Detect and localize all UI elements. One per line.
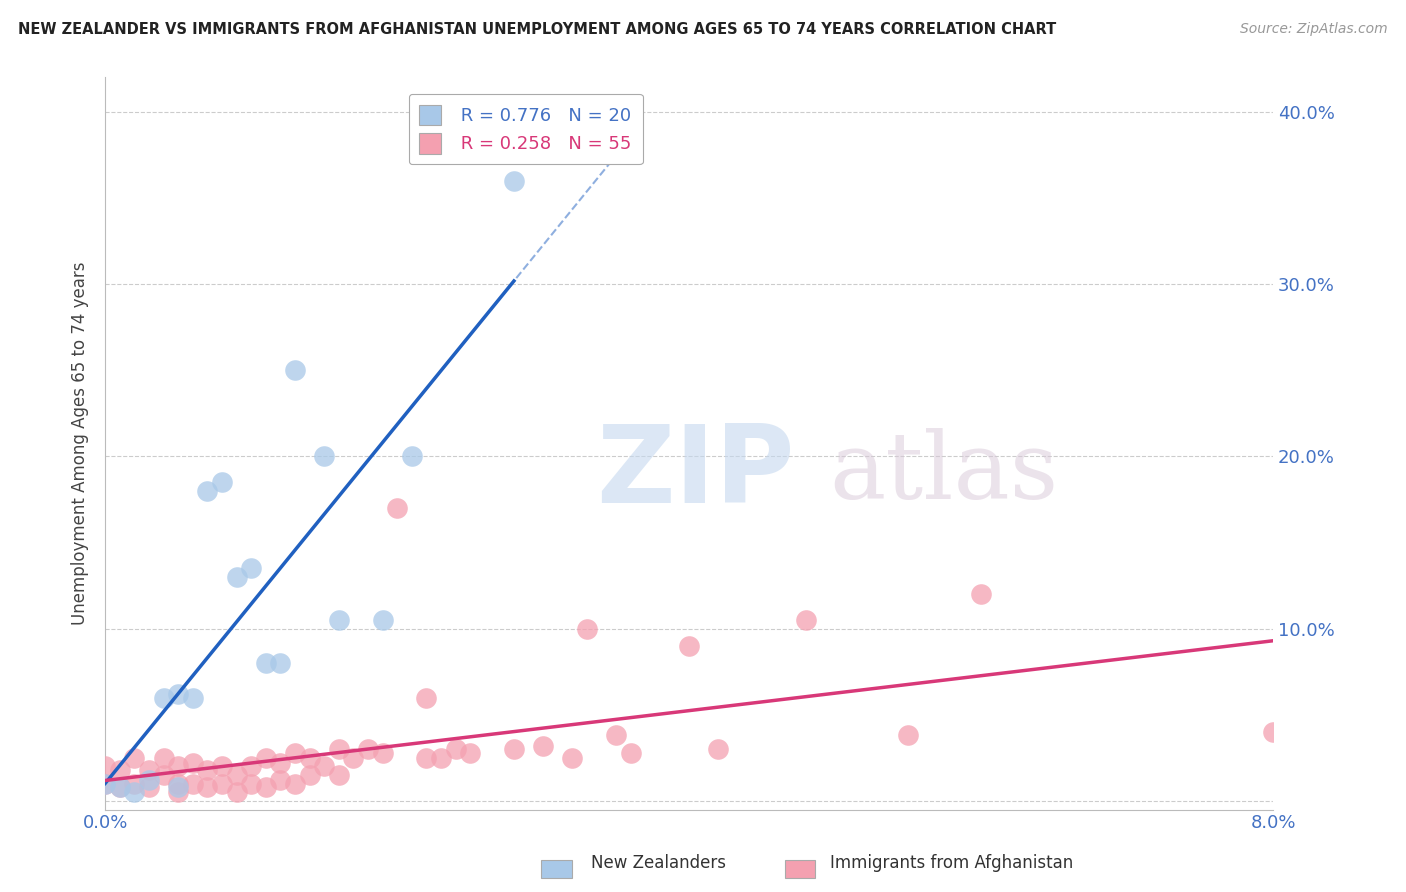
Point	[678, 639, 700, 653]
Point	[108, 780, 131, 794]
Point	[240, 759, 263, 773]
Point	[94, 777, 117, 791]
Point	[167, 759, 190, 773]
Point	[225, 570, 247, 584]
Point	[415, 751, 437, 765]
Point	[269, 773, 291, 788]
Point	[1261, 725, 1284, 739]
Point	[503, 174, 526, 188]
Point	[94, 759, 117, 773]
Point	[181, 756, 204, 770]
Point	[794, 613, 817, 627]
Point	[314, 759, 336, 773]
FancyBboxPatch shape	[785, 860, 815, 878]
FancyBboxPatch shape	[541, 860, 572, 878]
Text: atlas: atlas	[830, 428, 1059, 517]
Point	[269, 756, 291, 770]
Point	[707, 742, 730, 756]
Point	[371, 613, 394, 627]
Point	[575, 622, 598, 636]
Point	[328, 613, 350, 627]
Point	[167, 780, 190, 794]
Point	[197, 483, 219, 498]
Point	[254, 656, 277, 670]
Point	[240, 561, 263, 575]
Point	[124, 751, 146, 765]
Point	[167, 785, 190, 799]
Point	[152, 690, 174, 705]
Text: New Zealanders: New Zealanders	[591, 855, 725, 872]
Point	[138, 773, 160, 788]
Point	[458, 746, 481, 760]
Point	[94, 777, 117, 791]
Point	[211, 777, 233, 791]
Text: NEW ZEALANDER VS IMMIGRANTS FROM AFGHANISTAN UNEMPLOYMENT AMONG AGES 65 TO 74 YE: NEW ZEALANDER VS IMMIGRANTS FROM AFGHANI…	[18, 22, 1056, 37]
Point	[531, 739, 554, 753]
Point	[385, 501, 408, 516]
Point	[401, 450, 423, 464]
Point	[284, 363, 307, 377]
Point	[138, 763, 160, 777]
Point	[167, 687, 190, 701]
Point	[197, 763, 219, 777]
Point	[181, 777, 204, 791]
Point	[561, 751, 583, 765]
Point	[298, 751, 321, 765]
Point	[605, 729, 627, 743]
Point	[284, 746, 307, 760]
Point	[328, 742, 350, 756]
Point	[152, 751, 174, 765]
Point	[197, 780, 219, 794]
Point	[430, 751, 453, 765]
Point	[897, 729, 920, 743]
Point	[620, 746, 643, 760]
Point	[444, 742, 467, 756]
Point	[211, 475, 233, 490]
Point	[138, 780, 160, 794]
Point	[225, 768, 247, 782]
Point	[298, 768, 321, 782]
Point	[108, 763, 131, 777]
Y-axis label: Unemployment Among Ages 65 to 74 years: Unemployment Among Ages 65 to 74 years	[72, 261, 89, 625]
Point	[254, 780, 277, 794]
Point	[152, 768, 174, 782]
Point	[284, 777, 307, 791]
Text: Source: ZipAtlas.com: Source: ZipAtlas.com	[1240, 22, 1388, 37]
Point	[357, 742, 380, 756]
Point	[211, 759, 233, 773]
Point	[124, 777, 146, 791]
Point	[269, 656, 291, 670]
Text: Immigrants from Afghanistan: Immigrants from Afghanistan	[830, 855, 1073, 872]
Legend:  R = 0.776   N = 20,  R = 0.258   N = 55: R = 0.776 N = 20, R = 0.258 N = 55	[409, 94, 643, 164]
Point	[328, 768, 350, 782]
Text: ZIP: ZIP	[596, 420, 794, 525]
Point	[314, 450, 336, 464]
Point	[970, 587, 993, 601]
Point	[342, 751, 364, 765]
Point	[124, 785, 146, 799]
Point	[503, 742, 526, 756]
Point	[371, 746, 394, 760]
Point	[108, 780, 131, 794]
Point	[181, 690, 204, 705]
Point	[167, 777, 190, 791]
Point	[415, 690, 437, 705]
Point	[240, 777, 263, 791]
Point	[225, 785, 247, 799]
Point	[254, 751, 277, 765]
